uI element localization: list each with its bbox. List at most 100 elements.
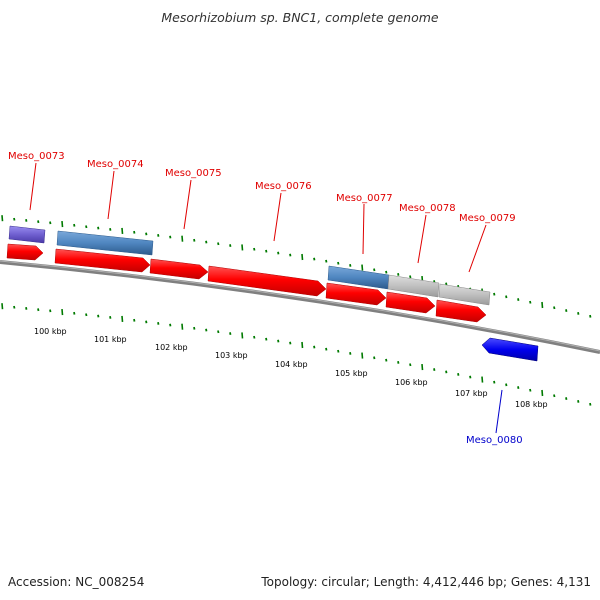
tick-mark: [505, 295, 508, 299]
meso-0074-leader: [107, 170, 115, 220]
meso-0078-feature[interactable]: [387, 274, 440, 298]
meso-0079-feature[interactable]: [438, 283, 491, 306]
tick-mark: [133, 318, 136, 322]
accession-text: Accession: NC_008254: [8, 575, 144, 589]
tick-mark: [337, 261, 340, 265]
tick-mark: [73, 223, 76, 227]
tick-mark: [361, 264, 364, 271]
topology-text: Topology: circular; Length: 4,412,446 bp…: [260, 575, 591, 589]
meso-0075-cds[interactable]: [149, 258, 209, 280]
feature-track: [8, 225, 491, 306]
kbp-label: 104 kbp: [275, 360, 308, 369]
tick-mark: [445, 370, 448, 374]
gene-labels: Meso_0073 Meso_0074 Meso_0075 Meso_0076 …: [8, 151, 523, 446]
meso-0077-leader: [362, 203, 365, 255]
genome-backbone-highlight: [0, 260, 600, 352]
meso-0078-cds[interactable]: [385, 291, 436, 314]
tick-mark: [241, 244, 244, 251]
gene-label-meso-0078[interactable]: Meso_0078: [399, 203, 456, 214]
tick-mark: [433, 368, 436, 371]
tick-mark: [145, 320, 148, 324]
meso-0075-leader: [183, 179, 192, 230]
meso-0074-feature[interactable]: [56, 230, 154, 256]
tick-mark: [1, 215, 4, 222]
meso-0073-feature[interactable]: [8, 225, 46, 244]
tick-mark: [217, 242, 220, 246]
meso-0073-cds[interactable]: [6, 243, 44, 261]
kbp-label: 107 kbp: [455, 389, 488, 398]
tick-mark: [517, 298, 520, 301]
kbp-label: 103 kbp: [215, 351, 248, 360]
kbp-label: 105 kbp: [335, 369, 368, 378]
meso-0080-leader: [495, 389, 503, 434]
meso-0079-cds[interactable]: [435, 299, 487, 323]
tick-mark: [253, 335, 256, 339]
tick-mark: [301, 253, 304, 261]
tick-mark: [373, 268, 376, 272]
tick-mark: [385, 270, 388, 274]
kbp-label: 101 kbp: [94, 335, 127, 344]
gene-label-meso-0074[interactable]: Meso_0074: [87, 159, 144, 170]
tick-mark: [205, 328, 208, 332]
tick-mark: [397, 273, 400, 276]
tick-mark: [181, 235, 184, 242]
gene-label-meso-0073[interactable]: Meso_0073: [8, 151, 65, 162]
map-title: Mesorhizobium sp. BNC1, complete genome: [161, 10, 439, 25]
tick-mark: [205, 240, 208, 244]
tick-mark: [181, 323, 184, 330]
gene-label-meso-0077[interactable]: Meso_0077: [336, 193, 393, 204]
tick-mark: [265, 249, 268, 253]
meso-0077-cds[interactable]: [325, 282, 387, 306]
tick-mark: [325, 347, 328, 351]
tick-mark: [13, 305, 16, 309]
meso-0080-cds[interactable]: [481, 337, 539, 362]
gene-label-meso-0076[interactable]: Meso_0076: [255, 181, 312, 192]
tick-mark: [217, 330, 220, 334]
tick-mark: [289, 253, 292, 257]
genome-backbone: [0, 260, 600, 354]
tick-mark: [385, 358, 388, 362]
tick-mark: [349, 264, 352, 267]
tick-mark: [577, 400, 580, 403]
tick-mark: [25, 219, 28, 222]
gene-label-meso-0079[interactable]: Meso_0079: [459, 213, 516, 224]
gene-label-meso-0075[interactable]: Meso_0075: [165, 168, 222, 179]
tick-mark: [133, 230, 136, 234]
gene-leader-lines: [29, 162, 503, 434]
inner-tick-row: [1, 303, 592, 406]
tick-mark: [469, 375, 472, 379]
tick-mark: [1, 303, 4, 310]
tick-mark: [541, 389, 544, 397]
meso-0079-leader: [468, 224, 487, 273]
meso-0076-cds[interactable]: [207, 265, 327, 297]
tick-mark: [25, 307, 28, 310]
kbp-axis-labels: 100 kbp 101 kbp 102 kbp 103 kbp 104 kbp …: [34, 327, 548, 409]
tick-mark: [97, 314, 100, 318]
forward-cds-track: [6, 243, 487, 323]
tick-mark: [409, 275, 412, 279]
tick-mark: [61, 221, 64, 228]
tick-mark: [421, 364, 424, 371]
kbp-label: 102 kbp: [155, 343, 188, 352]
tick-mark: [493, 292, 496, 296]
tick-mark: [121, 227, 124, 234]
tick-mark: [13, 217, 16, 221]
tick-mark: [409, 363, 412, 367]
tick-mark: [373, 356, 376, 360]
tick-mark: [37, 220, 40, 224]
meso-0074-cds[interactable]: [54, 248, 151, 273]
tick-mark: [529, 300, 532, 304]
tick-mark: [481, 376, 484, 383]
tick-mark: [49, 221, 52, 225]
tick-mark: [313, 345, 316, 349]
tick-mark: [553, 394, 556, 398]
tick-mark: [589, 402, 592, 406]
tick-mark: [241, 332, 244, 339]
tick-mark: [157, 322, 160, 325]
meso-0076-leader: [273, 192, 282, 242]
gene-label-meso-0080[interactable]: Meso_0080: [466, 435, 523, 446]
tick-mark: [253, 247, 256, 251]
tick-mark: [229, 332, 232, 335]
tick-mark: [577, 312, 580, 315]
